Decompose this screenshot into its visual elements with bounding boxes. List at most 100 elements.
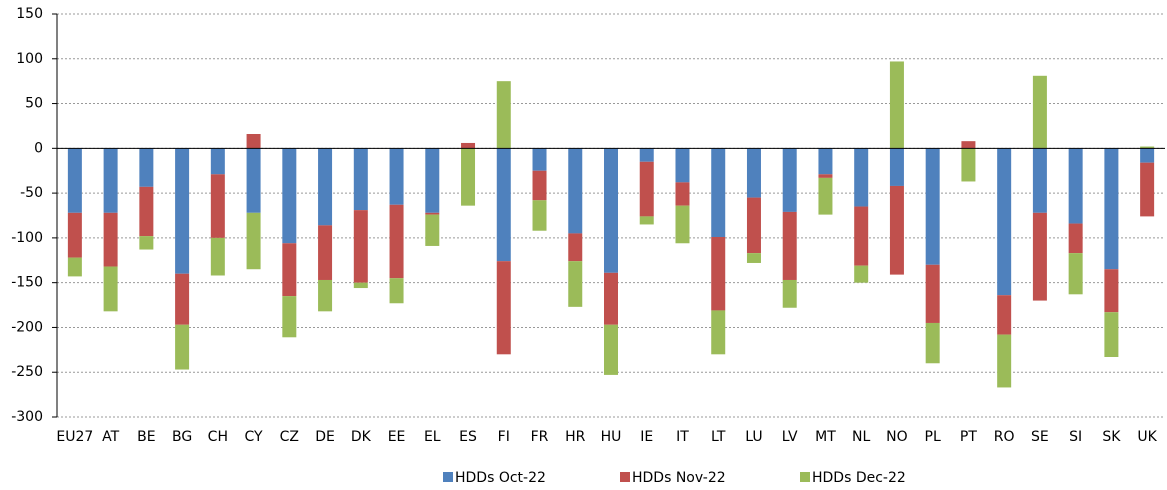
bar-segment <box>353 148 368 211</box>
legend-swatch <box>800 472 810 482</box>
bar-segment <box>461 148 476 206</box>
x-tick-label: IT <box>676 429 689 445</box>
bar-segment <box>711 236 726 311</box>
y-tick-label: 0 <box>34 140 43 156</box>
x-tick-label: HU <box>601 429 622 445</box>
bar-segment <box>532 148 547 171</box>
bar-segment <box>854 265 869 283</box>
bar-segment <box>175 273 190 325</box>
y-tick-label: 50 <box>25 96 43 112</box>
x-tick-label: UK <box>1137 429 1157 445</box>
bar-segment <box>1140 148 1155 163</box>
x-tick-label: RO <box>994 429 1015 445</box>
bar-segment <box>103 266 118 312</box>
x-tick-label: AT <box>102 429 119 445</box>
bar-segment <box>1140 162 1155 217</box>
y-tick-label: -200 <box>11 319 43 335</box>
bar-segment <box>925 148 940 265</box>
bar-segment <box>818 177 833 215</box>
y-tick-label: 150 <box>16 6 43 22</box>
bar-segment <box>1032 148 1047 213</box>
bar-segment <box>818 174 833 178</box>
bar-segment <box>568 261 583 307</box>
bar-segment <box>997 295 1012 335</box>
x-tick-label: PT <box>960 429 977 445</box>
x-tick-label: SK <box>1102 429 1121 445</box>
bar-segment <box>139 186 154 237</box>
bar-segment <box>425 212 440 215</box>
bar-segment <box>604 148 618 273</box>
bar-segment <box>675 182 690 206</box>
bar-segment <box>210 174 225 238</box>
bar-segment <box>1068 223 1083 254</box>
y-tick-label: -50 <box>20 185 43 201</box>
bar-segment <box>532 200 547 231</box>
bar-segment <box>1140 146 1155 149</box>
bar-segment <box>961 141 976 149</box>
bar-segment <box>139 148 154 187</box>
bar-segment <box>639 216 654 225</box>
bar-segment <box>675 205 690 244</box>
bar-segment <box>389 204 404 279</box>
bar-segment <box>1104 269 1119 313</box>
bar-segment <box>782 211 797 280</box>
bar-segment <box>854 148 869 207</box>
x-tick-label: ES <box>459 429 477 445</box>
x-tick-label: NO <box>886 429 908 445</box>
x-tick-label: DE <box>315 429 335 445</box>
bar-segment <box>675 148 690 183</box>
bar-segment <box>568 233 583 262</box>
x-tick-label: EU27 <box>56 429 93 445</box>
bar-segment <box>1068 148 1083 224</box>
bar-segment <box>318 225 333 280</box>
bar-segment <box>889 185 904 275</box>
x-tick-label: PL <box>925 429 941 445</box>
bar-segment <box>639 148 654 162</box>
x-tick-label: IE <box>640 429 653 445</box>
bar-segment <box>246 148 261 213</box>
x-tick-label: LV <box>782 429 798 445</box>
bar-segment <box>318 279 333 312</box>
bar-segment <box>818 148 833 175</box>
bar-segment <box>925 322 940 364</box>
bar-segment <box>889 61 904 149</box>
x-tick-label: MT <box>815 429 836 445</box>
x-tick-label: LU <box>745 429 762 445</box>
bar-segment <box>1104 148 1119 270</box>
y-tick-label: -100 <box>11 230 43 246</box>
x-tick-label: CH <box>208 429 228 445</box>
bar-segment <box>1032 75 1047 149</box>
bar-segment <box>1068 253 1083 295</box>
bar-segment <box>425 148 440 213</box>
bar-segment <box>67 148 82 213</box>
bar-segment <box>639 161 654 217</box>
x-tick-label: BE <box>137 429 155 445</box>
bar-segment <box>389 148 404 205</box>
bar-segment <box>782 148 797 212</box>
x-tick-label: CY <box>245 429 264 445</box>
x-tick-label: DK <box>351 429 372 445</box>
legend-label: HDDs Dec-22 <box>812 470 906 486</box>
bar-segment <box>854 206 869 266</box>
bar-segment <box>997 148 1012 296</box>
bar-segment <box>282 296 297 338</box>
bar-segment <box>997 334 1012 388</box>
bar-segment <box>746 253 761 263</box>
bar-segment <box>175 148 190 274</box>
x-tick-label: SI <box>1069 429 1082 445</box>
bar-segment <box>568 148 583 234</box>
bar-segment <box>210 237 225 276</box>
bar-segment <box>282 148 297 244</box>
bar-segment <box>67 212 82 258</box>
bar-segment <box>103 148 118 213</box>
bar-segment <box>711 148 726 237</box>
legend-label: HDDs Oct-22 <box>455 470 546 486</box>
bar-segment <box>604 324 618 375</box>
bar-segment <box>389 278 404 304</box>
bar-segment <box>496 261 511 355</box>
x-tick-label: SE <box>1031 429 1049 445</box>
x-tick-label: CZ <box>280 429 299 445</box>
legend-swatch <box>620 472 630 482</box>
bar-segment <box>496 81 511 149</box>
